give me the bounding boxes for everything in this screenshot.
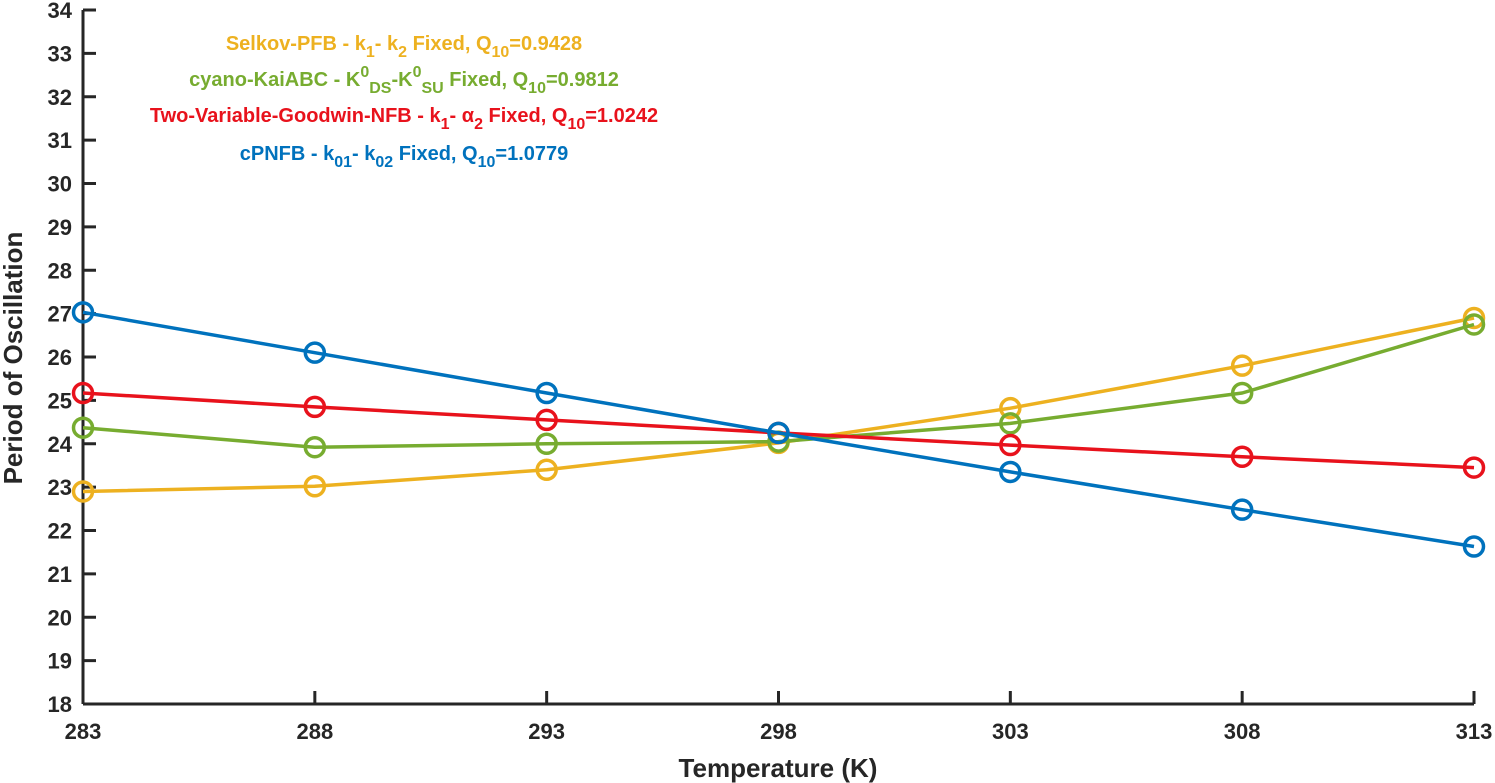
- x-tick-label: 298: [760, 719, 797, 744]
- data-point: [1462, 306, 1486, 330]
- data-point: [303, 435, 327, 459]
- series-3: [71, 301, 1486, 558]
- y-tick-label: 21: [48, 562, 72, 587]
- x-tick-label: 308: [1224, 719, 1261, 744]
- data-point: [999, 460, 1022, 484]
- y-tick-label: 27: [48, 302, 72, 327]
- y-tick-label: 32: [48, 85, 72, 110]
- data-point: [535, 432, 558, 455]
- data-point: [767, 421, 790, 445]
- y-tick-label: 28: [48, 258, 72, 283]
- y-tick-label: 29: [48, 215, 72, 240]
- data-point: [1462, 456, 1486, 479]
- data-point: [303, 475, 327, 498]
- data-point: [71, 381, 95, 405]
- data-point: [303, 341, 327, 364]
- y-tick-label: 34: [48, 0, 73, 23]
- data-point: [999, 396, 1022, 420]
- y-tick-label: 24: [48, 432, 73, 457]
- data-point: [71, 480, 95, 503]
- y-tick-label: 18: [48, 692, 72, 717]
- y-axis-title: Period of Oscillation: [0, 232, 28, 485]
- y-tick-label: 30: [48, 172, 72, 197]
- y-tick-label: 26: [48, 345, 72, 370]
- series-line: [82, 391, 1475, 470]
- data-point: [1462, 535, 1486, 558]
- data-point: [535, 408, 558, 432]
- data-point: [1230, 498, 1254, 521]
- data-point: [1230, 445, 1254, 469]
- data-point: [71, 301, 95, 324]
- x-tick-label: 283: [65, 719, 102, 744]
- y-tick-label: 23: [48, 475, 72, 500]
- data-point: [71, 416, 95, 439]
- x-tick-label: 288: [296, 719, 333, 744]
- series-line: [82, 322, 1475, 449]
- axes: 18 19 20 21 22 23 24 25 26 27 28 29 30 31 32 33 34 283 288…: [48, 0, 1493, 744]
- series-line: [82, 310, 1475, 549]
- data-point: [1462, 313, 1486, 336]
- legend-entry-0: Selkov-PFB - k1​- k2​ Fixed, Q10​=0.9428: [226, 33, 582, 61]
- legend: Selkov-PFB - k1​- k2​ Fixed, Q10​=0.9428…: [150, 33, 658, 171]
- y-tick-label: 33: [48, 41, 72, 66]
- data-point: [999, 433, 1022, 457]
- y-tick-label: 22: [48, 519, 72, 544]
- y-tick-label: 31: [48, 128, 72, 153]
- data-point: [535, 458, 558, 482]
- series-1: [71, 313, 1486, 459]
- x-tick-label: 293: [528, 719, 565, 744]
- data-point: [999, 412, 1022, 435]
- y-tick-label: 19: [48, 649, 72, 674]
- legend-entry-3: cPNFB - k01​- k02​ Fixed, Q10​=1.0779: [240, 143, 569, 171]
- series-layer: [71, 301, 1486, 558]
- y-tick-label: 20: [48, 605, 72, 630]
- x-axis-title: Temperature (K): [679, 753, 878, 783]
- data-point: [303, 395, 327, 419]
- series-2: [71, 381, 1486, 479]
- legend-entry-2: Two-Variable-Goodwin-NFB - k1​- α2​ Fixe…: [150, 105, 658, 133]
- y-tick-label: 25: [48, 388, 72, 413]
- data-point: [1230, 354, 1254, 377]
- data-point: [535, 381, 558, 405]
- x-tick-label: 303: [992, 719, 1029, 744]
- x-tick-label: 313: [1456, 719, 1493, 744]
- data-point: [1230, 381, 1254, 405]
- legend-entry-1: cyano-KaiABC - K0​DS​-K0​SU​ Fixed, Q10​…: [189, 64, 619, 97]
